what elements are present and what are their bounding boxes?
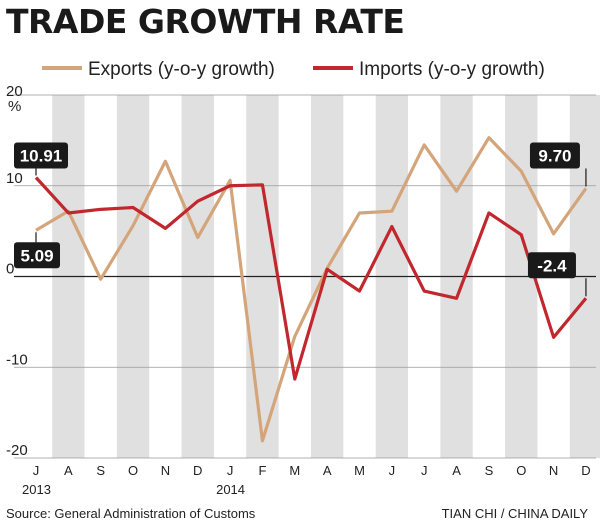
- x-tick-label: A: [323, 463, 332, 478]
- x-tick-label: S: [485, 463, 494, 478]
- x-tick-label: F: [258, 463, 266, 478]
- source-note: Source: General Administration of Custom…: [6, 506, 256, 521]
- x-tick-label: J: [227, 463, 234, 478]
- data-label: 9.70: [538, 146, 571, 165]
- x-tick-label: D: [193, 463, 202, 478]
- x-tick-label: M: [289, 463, 300, 478]
- x-tick-label: D: [581, 463, 590, 478]
- x-tick-label: O: [516, 463, 526, 478]
- year-label: 2014: [216, 482, 245, 497]
- callout-box: [14, 242, 60, 269]
- chart-title: TRADE GROWTH RATE: [6, 2, 405, 41]
- y-tick-label: 10: [6, 170, 23, 187]
- series-line: [35, 136, 588, 443]
- y-tick-label: -10: [6, 351, 28, 368]
- callout-box: [529, 142, 580, 169]
- series-lines: [34, 136, 588, 443]
- y-axis: -20 -10 0 10 20%: [6, 83, 28, 459]
- data-label: 5.09: [20, 246, 53, 265]
- y-axis-unit: %: [8, 98, 21, 115]
- data-label: -2.4: [537, 256, 567, 275]
- x-tick-label: J: [421, 463, 428, 478]
- x-tick-label: M: [354, 463, 365, 478]
- x-tick-label: J: [33, 463, 40, 478]
- x-tick-label: N: [549, 463, 558, 478]
- y-tick-label: 0: [6, 261, 14, 278]
- y-tick-label: 20: [6, 83, 23, 100]
- credit-note: TIAN CHI / CHINA DAILY: [441, 506, 588, 521]
- x-tick-label: S: [96, 463, 105, 478]
- legend-label: Imports (y-o-y growth): [359, 59, 545, 80]
- x-tick-label: J: [389, 463, 396, 478]
- gridlines: [14, 94, 596, 459]
- y-tick-label: -20: [6, 442, 28, 459]
- data-label: 10.91: [20, 146, 63, 165]
- x-tick-label: O: [128, 463, 138, 478]
- x-tick-label: N: [161, 463, 170, 478]
- x-axis: J A S O N D J F M A M J J A S O N D 2013 2014: [22, 463, 591, 497]
- x-tick-label: A: [452, 463, 461, 478]
- year-label: 2013: [22, 482, 51, 497]
- x-tick-label: A: [64, 463, 73, 478]
- legend-label: Exports (y-o-y growth): [88, 59, 275, 80]
- callout-box: [14, 142, 68, 169]
- series-line: [34, 176, 588, 381]
- callouts: 10.91 5.09 9.70 -2.4: [14, 142, 587, 297]
- legend: Exports (y-o-y growth) Imports (y-o-y gro…: [42, 59, 545, 80]
- callout-box: [527, 252, 576, 279]
